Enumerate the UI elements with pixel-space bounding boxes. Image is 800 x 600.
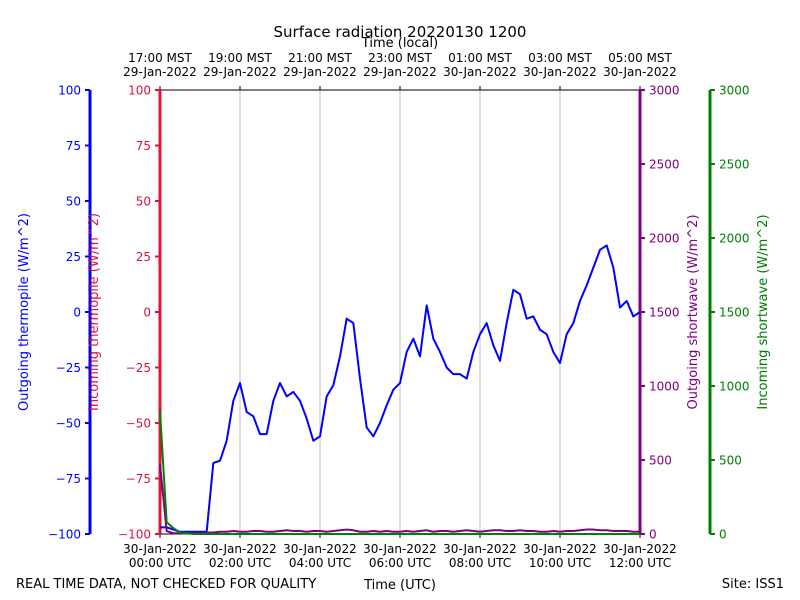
x-tick-label: 30-Jan-2022 02:00 UTC [203,542,277,570]
y-tick-label: 25 [66,250,81,264]
x-tick-label: 30-Jan-2022 06:00 UTC [363,542,437,570]
y-axis-label: Outgoing shortwave (W/m^2) [686,214,701,409]
series-line [159,411,640,535]
y-tick-label: 0 [143,306,151,320]
y-tick-label: 100 [128,84,151,98]
x2-tick-label: 21:00 MST 29-Jan-2022 [283,51,357,79]
x-tick-label: 30-Jan-2022 08:00 UTC [443,542,517,570]
x2-tick-label: 03:00 MST 30-Jan-2022 [523,51,597,79]
series-line [160,244,641,533]
y-tick-label: −100 [48,528,81,542]
x2-tick-label: 23:00 MST 29-Jan-2022 [363,51,437,79]
y-tick-label: −50 [56,417,81,431]
y-tick-label: 100 [58,84,81,98]
y-tick-label: −100 [118,528,151,542]
y-tick-label: 2000 [719,232,750,246]
y-tick-label: −75 [126,472,151,486]
y-tick-label: 3000 [719,84,750,98]
y-tick-label: −75 [56,472,81,486]
footer-note: REAL TIME DATA, NOT CHECKED FOR QUALITY [16,577,316,592]
x2-tick-label: 17:00 MST 29-Jan-2022 [123,51,197,79]
y-tick-label: 50 [66,195,81,209]
y-tick-label: 500 [649,454,672,468]
y-tick-label: 1000 [719,380,750,394]
y-tick-label: 75 [136,139,151,153]
x2-tick-label: 19:00 MST 29-Jan-2022 [203,51,277,79]
x2-tick-label: 05:00 MST 30-Jan-2022 [603,51,677,79]
y-tick-label: 0 [73,306,81,320]
y-tick-label: 1500 [649,306,680,320]
x-tick-label: 30-Jan-2022 10:00 UTC [523,542,597,570]
x2-axis-label: Time (local) [361,36,438,51]
y-tick-label: 2500 [649,158,680,172]
x2-tick-label: 01:00 MST 30-Jan-2022 [443,51,517,79]
y-tick-label: 25 [136,250,151,264]
y-tick-label: 2500 [719,158,750,172]
chart-title: Surface radiation 20220130 1200 [274,23,527,41]
y-axis-label: Incoming shortwave (W/m^2) [756,214,771,409]
y-tick-label: −25 [126,361,151,375]
x-tick-label: 30-Jan-2022 12:00 UTC [603,542,677,570]
site-label: Site: ISS1 [722,577,784,592]
y-tick-label: 2000 [649,232,680,246]
series-line [159,464,640,535]
x-axis-label: Time (UTC) [363,578,436,593]
y-tick-label: 1000 [649,380,680,394]
x-tick-label: 30-Jan-2022 00:00 UTC [123,542,197,570]
y-tick-label: −25 [56,361,81,375]
y-tick-label: −50 [126,417,151,431]
y-axis-label: Outgoing thermopile (W/m^2) [17,213,32,411]
y-tick-label: 0 [649,528,657,542]
y-tick-label: 0 [719,528,727,542]
y-axis-label: Incoming thermopile (W/m^2) [87,213,102,411]
y-tick-label: 3000 [649,84,680,98]
y-tick-label: 500 [719,454,742,468]
y-tick-label: 50 [136,195,151,209]
y-tick-label: 75 [66,139,81,153]
y-tick-label: 1500 [719,306,750,320]
x-tick-label: 30-Jan-2022 04:00 UTC [283,542,357,570]
